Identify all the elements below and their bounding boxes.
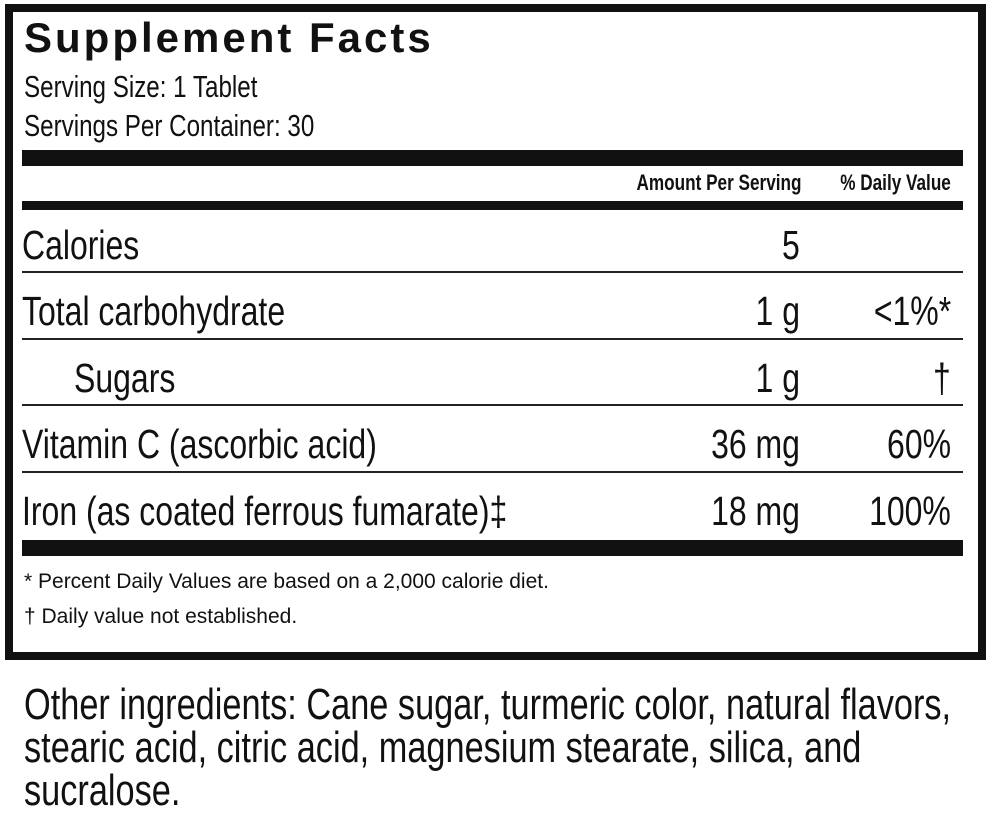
row-divider (22, 338, 963, 340)
footnote-daily-values: * Percent Daily Values are based on a 2,… (24, 570, 549, 593)
row-divider (22, 271, 963, 273)
other-ingredients: Other ingredients: Cane sugar, turmeric … (24, 680, 952, 815)
medium-divider (22, 201, 963, 210)
nutrient-row-total-carbohydrate: Total carbohydrate 1 g <1%* (22, 288, 951, 334)
row-divider (22, 404, 963, 406)
supplement-facts-panel (5, 4, 986, 660)
servings-per-container: Servings Per Container: 30 (24, 108, 315, 143)
thick-divider (22, 540, 963, 556)
row-divider (22, 471, 963, 473)
footnote-not-established: † Daily value not established. (24, 605, 298, 628)
serving-size: Serving Size: 1 Tablet (24, 69, 258, 104)
nutrient-row-sugars: Sugars 1 g † (74, 355, 951, 401)
panel-title: Supplement Facts (24, 14, 434, 61)
nutrient-row-iron: Iron (as coated ferrous fumarate)‡ 18 mg… (22, 488, 951, 534)
header-amount-per-serving: Amount Per Serving (636, 170, 801, 195)
nutrient-row-vitamin-c: Vitamin C (ascorbic acid) 36 mg 60% (22, 421, 951, 467)
nutrient-row-calories: Calories 5 (22, 222, 800, 268)
thick-divider (22, 150, 963, 166)
header-daily-value: % Daily Value (840, 170, 951, 195)
